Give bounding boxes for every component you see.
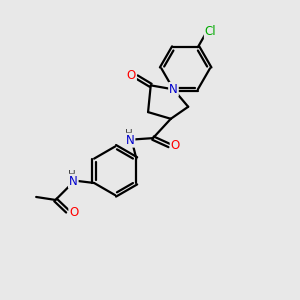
Text: N: N — [69, 175, 78, 188]
Text: O: O — [127, 69, 136, 82]
Text: H: H — [125, 129, 133, 139]
Text: N: N — [126, 134, 134, 147]
Text: H: H — [68, 170, 76, 180]
Text: N: N — [169, 83, 178, 96]
Text: O: O — [69, 206, 79, 219]
Text: Cl: Cl — [205, 26, 216, 38]
Text: O: O — [171, 139, 180, 152]
